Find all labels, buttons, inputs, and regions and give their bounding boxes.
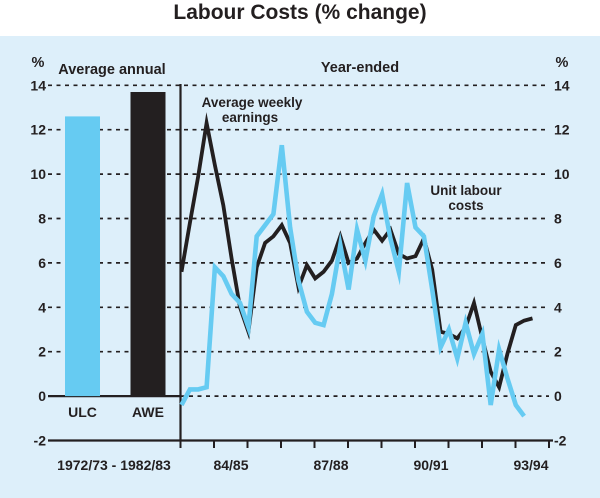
y-axis-label-left-10: 10 [30, 166, 46, 182]
y-axis-label-left--2: -2 [34, 433, 47, 449]
y-axis-label-right-0: 0 [554, 388, 562, 404]
y-axis-label-right-8: 8 [554, 211, 562, 227]
x-tick-label-8788: 87/88 [313, 457, 348, 473]
y-axis-label-left-4: 4 [38, 299, 46, 315]
awe-annotation-line1: Average weekly [202, 95, 303, 110]
bar-ulc [65, 116, 100, 397]
bar-label-ulc: ULC [68, 404, 97, 420]
awe-annotation-line2: earnings [222, 110, 278, 125]
y-axis-label-left-2: 2 [38, 344, 46, 360]
y-axis-label-left-14: 14 [30, 77, 46, 93]
y-axis-label-right-4: 4 [554, 299, 562, 315]
x-axis [179, 440, 550, 448]
y-axis-label-left-12: 12 [30, 122, 46, 138]
y-axis-label-left-0: 0 [38, 388, 46, 404]
y-axis-label-right--2: -2 [554, 433, 567, 449]
bar-awe [130, 92, 166, 397]
ulc-line [179, 144, 526, 418]
y-axis-label-right-14: 14 [554, 77, 570, 93]
gridlines [48, 84, 553, 442]
x-tick-label-9394: 93/94 [513, 457, 548, 473]
y-axis-label-left-8: 8 [38, 211, 46, 227]
y-axis-unit-right: % [556, 55, 569, 71]
x-tick-label-8485: 84/85 [213, 457, 248, 473]
y-axis-label-right-12: 12 [554, 122, 570, 138]
left-panel-header: Average annual [58, 62, 165, 78]
y-axis-label-left-6: 6 [38, 255, 46, 271]
line-series-group [179, 112, 533, 418]
ulc-annotation-line2: costs [448, 198, 483, 213]
y-axis-labels: 14 14 12 12 10 10 8 8 6 6 4 4 2 2 0 0 -2 -2 [30, 77, 569, 448]
right-panel-header: Year-ended [321, 60, 399, 76]
y-axis-label-right-2: 2 [554, 344, 562, 360]
left-panel-period-label: 1972/73 - 1982/83 [57, 457, 171, 473]
chart-title: Labour Costs (% change) [173, 1, 426, 24]
ulc-annotation-line1: Unit labour [430, 183, 502, 198]
bar-label-awe: AWE [132, 404, 164, 420]
y-axis-unit-left: % [32, 55, 45, 71]
y-axis-label-right-10: 10 [554, 166, 570, 182]
bars-group [65, 92, 166, 397]
x-tick-label-9091: 90/91 [413, 457, 448, 473]
y-axis-label-right-6: 6 [554, 255, 562, 271]
